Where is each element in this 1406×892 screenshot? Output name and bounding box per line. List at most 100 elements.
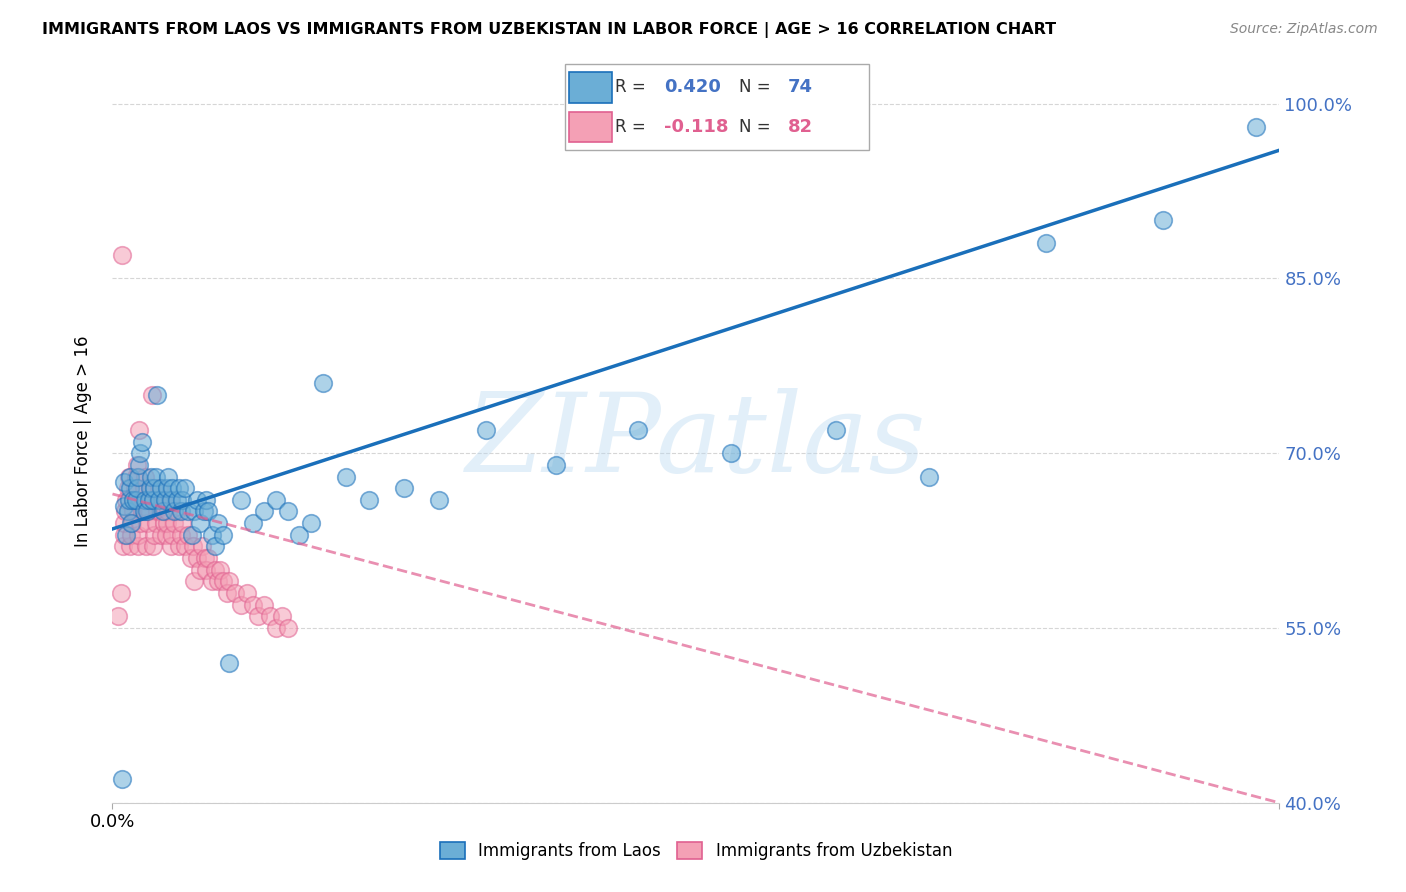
Point bbox=[132, 504, 155, 518]
Point bbox=[918, 469, 941, 483]
Point bbox=[180, 551, 202, 566]
Point bbox=[1244, 120, 1267, 134]
Point bbox=[180, 528, 202, 542]
Point bbox=[299, 516, 322, 530]
Point bbox=[201, 574, 224, 589]
Text: 0.420: 0.420 bbox=[665, 78, 721, 96]
Point bbox=[311, 376, 333, 391]
Point bbox=[276, 621, 298, 635]
Point bbox=[157, 469, 180, 483]
Point bbox=[394, 481, 416, 495]
Point bbox=[118, 492, 141, 507]
Point bbox=[122, 504, 145, 518]
Point bbox=[134, 469, 156, 483]
Point bbox=[207, 574, 229, 589]
Point bbox=[148, 492, 170, 507]
Point bbox=[160, 528, 183, 542]
Point bbox=[132, 481, 155, 495]
Point bbox=[148, 481, 170, 495]
Point bbox=[172, 492, 194, 507]
FancyBboxPatch shape bbox=[565, 64, 869, 150]
Point bbox=[139, 481, 162, 495]
Point bbox=[118, 481, 141, 495]
Point bbox=[264, 621, 287, 635]
Point bbox=[141, 388, 163, 402]
Point bbox=[115, 492, 138, 507]
Legend: Immigrants from Laos, Immigrants from Uzbekistan: Immigrants from Laos, Immigrants from Uz… bbox=[433, 835, 959, 867]
Point bbox=[157, 504, 180, 518]
Point bbox=[207, 516, 229, 530]
Point bbox=[146, 504, 169, 518]
Point bbox=[208, 563, 231, 577]
Point bbox=[170, 528, 193, 542]
Point bbox=[111, 248, 134, 262]
Point bbox=[117, 481, 139, 495]
Point bbox=[156, 481, 179, 495]
Point bbox=[264, 492, 287, 507]
Point bbox=[163, 504, 186, 518]
Point bbox=[627, 423, 650, 437]
Point bbox=[127, 540, 149, 554]
Point bbox=[125, 481, 148, 495]
Point bbox=[135, 540, 157, 554]
Point bbox=[172, 516, 194, 530]
Point bbox=[160, 492, 183, 507]
Point bbox=[128, 458, 150, 472]
Point bbox=[224, 586, 246, 600]
Point bbox=[128, 423, 150, 437]
Point bbox=[153, 504, 176, 518]
Point bbox=[145, 516, 167, 530]
Point bbox=[163, 516, 186, 530]
FancyBboxPatch shape bbox=[568, 112, 612, 142]
Point bbox=[121, 516, 143, 530]
Point bbox=[186, 551, 208, 566]
Text: ZIPatlas: ZIPatlas bbox=[465, 388, 927, 495]
Text: N =: N = bbox=[738, 78, 776, 96]
Point bbox=[112, 528, 135, 542]
Point bbox=[118, 469, 141, 483]
Point bbox=[166, 492, 188, 507]
Point bbox=[181, 540, 204, 554]
Point bbox=[125, 458, 148, 472]
Text: IMMIGRANTS FROM LAOS VS IMMIGRANTS FROM UZBEKISTAN IN LABOR FORCE | AGE > 16 COR: IMMIGRANTS FROM LAOS VS IMMIGRANTS FROM … bbox=[42, 22, 1056, 38]
Point bbox=[167, 540, 190, 554]
Point bbox=[167, 481, 190, 495]
Point bbox=[194, 492, 217, 507]
Point bbox=[183, 504, 205, 518]
Point bbox=[150, 481, 173, 495]
Point bbox=[197, 504, 219, 518]
Point bbox=[159, 492, 181, 507]
Point bbox=[825, 423, 848, 437]
Point bbox=[247, 609, 270, 624]
Point bbox=[276, 504, 298, 518]
Point bbox=[127, 469, 149, 483]
Point bbox=[259, 609, 281, 624]
Point bbox=[183, 574, 205, 589]
FancyBboxPatch shape bbox=[568, 72, 612, 103]
Point bbox=[218, 656, 240, 670]
Point bbox=[177, 528, 200, 542]
Point bbox=[139, 492, 162, 507]
Point bbox=[112, 475, 135, 490]
Point bbox=[1152, 213, 1174, 227]
Point bbox=[193, 504, 215, 518]
Text: 74: 74 bbox=[789, 78, 813, 96]
Point bbox=[129, 446, 152, 460]
Point bbox=[475, 423, 498, 437]
Point bbox=[120, 528, 142, 542]
Point bbox=[204, 540, 226, 554]
Point bbox=[118, 469, 141, 483]
Text: -0.118: -0.118 bbox=[665, 118, 728, 136]
Point bbox=[139, 481, 162, 495]
Point bbox=[544, 458, 567, 472]
Point bbox=[191, 540, 214, 554]
Point bbox=[229, 492, 252, 507]
Point bbox=[132, 492, 155, 507]
Point bbox=[131, 434, 153, 449]
Point bbox=[253, 598, 276, 612]
Point bbox=[160, 540, 183, 554]
Point bbox=[160, 481, 183, 495]
Point bbox=[194, 563, 217, 577]
Point bbox=[112, 499, 135, 513]
Point bbox=[118, 540, 141, 554]
